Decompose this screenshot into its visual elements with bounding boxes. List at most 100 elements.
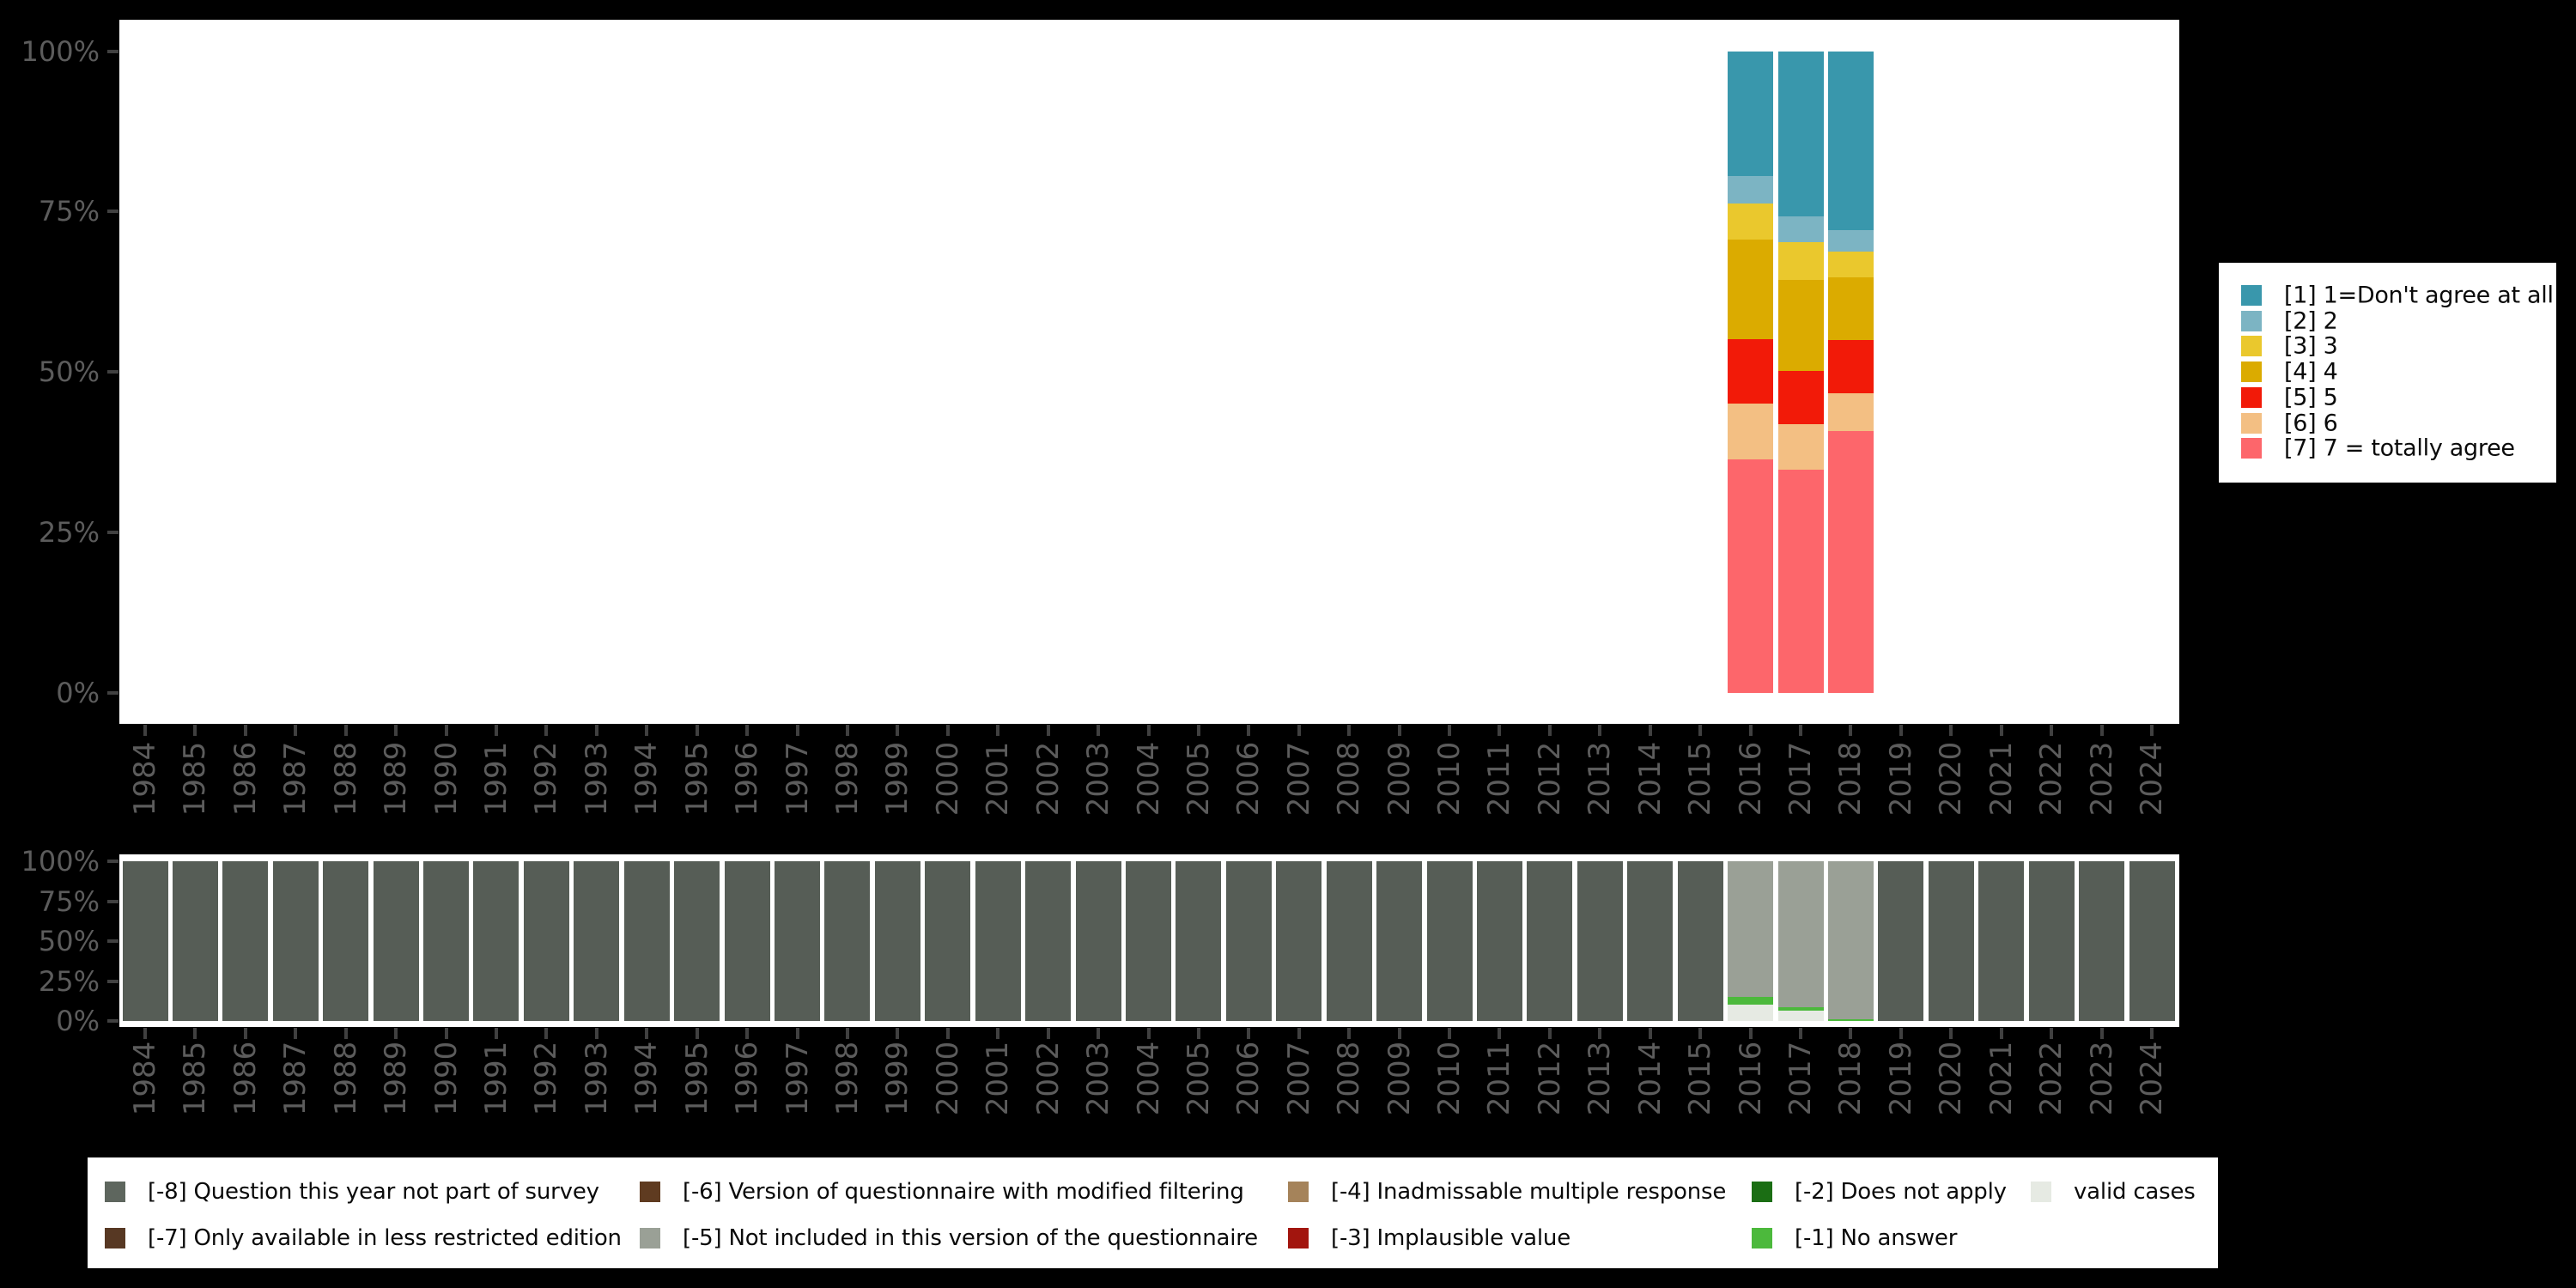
- x-axis-tick: [1698, 1028, 1703, 1039]
- bar-1986-[-8][interactable]: [222, 861, 269, 1022]
- x-axis-year-label-1985: 1985: [178, 1041, 213, 1116]
- bar-1985-[-8][interactable]: [172, 861, 218, 1022]
- bar-2011-[-8][interactable]: [1476, 861, 1522, 1022]
- bar-2010-[-8][interactable]: [1426, 861, 1473, 1022]
- x-axis-year-label-2004: 2004: [1131, 1041, 1166, 1116]
- x-axis-year-label-2009: 2009: [1382, 741, 1417, 817]
- bar-2000-[-8][interactable]: [925, 861, 971, 1022]
- bar-2018-[-1][interactable]: [1827, 1018, 1874, 1022]
- bar-2017-[5][interactable]: [1777, 370, 1824, 424]
- bar-2018-[4][interactable]: [1827, 277, 1874, 340]
- x-axis-year-label-2011: 2011: [1482, 741, 1517, 817]
- bar-1999-[-8][interactable]: [874, 861, 920, 1022]
- bar-2016-valid[interactable]: [1728, 1005, 1774, 1022]
- bar-1997-[-8][interactable]: [775, 861, 821, 1022]
- bar-2018-[1][interactable]: [1827, 51, 1874, 230]
- bar-1993-[-8][interactable]: [574, 861, 620, 1022]
- bar-2016-[5][interactable]: [1728, 338, 1774, 404]
- bar-2018-[3][interactable]: [1827, 251, 1874, 278]
- bar-2017-[6][interactable]: [1777, 423, 1824, 470]
- x-axis-year-label-2014: 2014: [1632, 741, 1668, 817]
- bar-1992-[-8][interactable]: [523, 861, 569, 1022]
- bar-1989-[-8][interactable]: [373, 861, 419, 1022]
- bar-2016-[-5][interactable]: [1728, 861, 1774, 997]
- x-axis-tick: [645, 725, 649, 736]
- bar-1991-[-8][interactable]: [473, 861, 519, 1022]
- bar-2017-[2][interactable]: [1777, 216, 1824, 243]
- bar-2008-[-8][interactable]: [1326, 861, 1372, 1022]
- x-axis-tick: [1949, 725, 1953, 736]
- bar-2022-[-8][interactable]: [2028, 861, 2075, 1022]
- bar-1996-[-8][interactable]: [724, 861, 770, 1022]
- x-axis-tick: [1297, 725, 1301, 736]
- bar-2004-[-8][interactable]: [1126, 861, 1171, 1022]
- x-axis-tick: [594, 725, 598, 736]
- bar-2009-[-8][interactable]: [1376, 861, 1423, 1022]
- bar-2018-[6][interactable]: [1827, 392, 1874, 431]
- bar-1984-[-8][interactable]: [122, 861, 168, 1022]
- bar-1988-[-8][interactable]: [323, 861, 369, 1022]
- bar-2017-valid[interactable]: [1777, 1010, 1824, 1022]
- bar-2016-[1][interactable]: [1728, 51, 1774, 177]
- bar-2016-[4][interactable]: [1728, 240, 1774, 339]
- bar-1990-[-8][interactable]: [423, 861, 470, 1022]
- x-axis-year-label-2007: 2007: [1281, 1041, 1316, 1116]
- x-axis-tick: [795, 1028, 799, 1039]
- bar-2007-[-8][interactable]: [1276, 861, 1322, 1022]
- x-axis-tick: [494, 725, 498, 736]
- bar-2003-[-8][interactable]: [1075, 861, 1121, 1022]
- bar-2021-[-8][interactable]: [1978, 861, 2025, 1022]
- x-axis-year-label-1998: 1998: [829, 1041, 865, 1116]
- bar-2017-[-5][interactable]: [1777, 861, 1824, 1007]
- bar-2017-[3][interactable]: [1777, 242, 1824, 281]
- bar-2006-[-8][interactable]: [1225, 861, 1272, 1022]
- bar-2016-[3][interactable]: [1728, 204, 1774, 240]
- x-axis-tick: [1547, 1028, 1552, 1039]
- bar-2002-[-8][interactable]: [1025, 861, 1072, 1022]
- x-axis-tick: [896, 1028, 900, 1039]
- x-axis-tick: [1397, 725, 1401, 736]
- x-axis-tick: [1046, 725, 1050, 736]
- x-axis-tick: [294, 1028, 298, 1039]
- bar-2005-[-8][interactable]: [1176, 861, 1222, 1022]
- x-axis-tick: [343, 1028, 348, 1039]
- x-axis-year-label-2011: 2011: [1482, 1041, 1517, 1116]
- bar-2001-[-8][interactable]: [975, 861, 1021, 1022]
- x-axis-year-label-2005: 2005: [1181, 1041, 1216, 1116]
- x-axis-year-label-1997: 1997: [780, 1041, 815, 1116]
- bar-2017-[-1][interactable]: [1777, 1006, 1824, 1011]
- x-axis-tick: [294, 725, 298, 736]
- bar-2017-[4][interactable]: [1777, 280, 1824, 371]
- bar-2018-[5][interactable]: [1827, 339, 1874, 393]
- bar-2016-[6][interactable]: [1728, 403, 1774, 460]
- x-axis-tick: [1146, 725, 1151, 736]
- bar-2024-[-8][interactable]: [2129, 861, 2175, 1022]
- x-axis-tick: [1799, 1028, 1803, 1039]
- bar-2018-[2][interactable]: [1827, 229, 1874, 252]
- x-axis-year-label-1987: 1987: [278, 1041, 313, 1116]
- y-axis-tick-label: 75%: [38, 884, 100, 918]
- bar-2020-[-8][interactable]: [1928, 861, 1974, 1022]
- x-axis-tick: [494, 1028, 498, 1039]
- bar-2019-[-8][interactable]: [1878, 861, 1924, 1022]
- bar-2018-[-5][interactable]: [1827, 861, 1874, 1019]
- bar-2017-[7][interactable]: [1777, 469, 1824, 693]
- x-axis-tick: [1598, 1028, 1602, 1039]
- bar-2013-[-8][interactable]: [1577, 861, 1623, 1022]
- bar-2014-[-8][interactable]: [1627, 861, 1674, 1022]
- bar-2015-[-8][interactable]: [1677, 861, 1723, 1022]
- bar-2023-[-8][interactable]: [2079, 861, 2125, 1022]
- bar-2017-[1][interactable]: [1777, 51, 1824, 216]
- bar-2018-[7][interactable]: [1827, 430, 1874, 693]
- bar-1995-[-8][interactable]: [674, 861, 720, 1022]
- bar-2016-[2][interactable]: [1728, 176, 1774, 204]
- bar-2016-[-1][interactable]: [1728, 996, 1774, 1005]
- bar-2012-[-8][interactable]: [1527, 861, 1573, 1022]
- bar-1994-[-8][interactable]: [623, 861, 670, 1022]
- y-axis-tick-label: 25%: [38, 515, 100, 549]
- bar-2016-[7][interactable]: [1728, 459, 1774, 693]
- legend-swatch: [105, 1228, 125, 1249]
- bar-1987-[-8][interactable]: [272, 861, 319, 1022]
- x-axis-year-label-2002: 2002: [1030, 1041, 1066, 1116]
- bar-1998-[-8][interactable]: [824, 861, 871, 1022]
